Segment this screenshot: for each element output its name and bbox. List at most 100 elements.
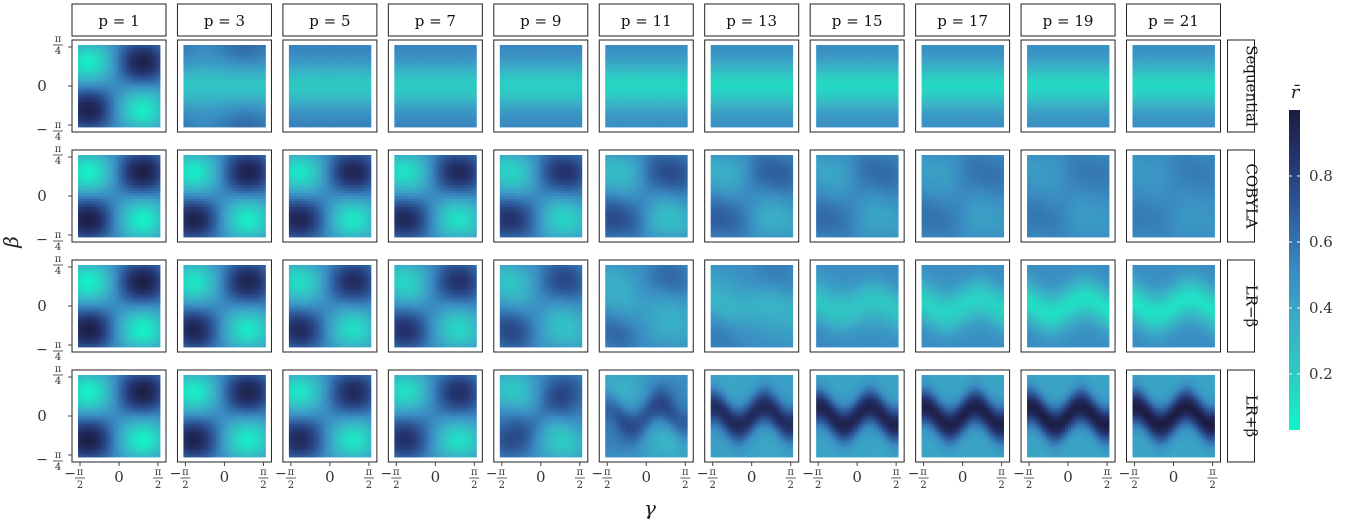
heatmap-cell [446,91,450,95]
heatmap-cell [349,66,353,70]
heatmap-cell [140,124,144,128]
heatmap-cell [359,53,364,57]
heatmap-cell [394,69,398,73]
heatmap-cell [321,69,325,73]
heatmap-cell [288,77,293,81]
heatmap-cell [551,80,555,84]
heatmap-cell [546,64,550,68]
heatmap-cell [470,58,475,62]
heatmap-cell [610,47,614,51]
heatmap-cell [108,113,112,117]
heatmap-cell [105,45,109,49]
heatmap-cell [299,107,303,111]
heatmap-cell [324,96,328,101]
heatmap-cell [576,61,580,65]
heatmap-cell [105,116,109,120]
heatmap-cell [202,113,206,117]
heatmap-cell [513,83,517,87]
heatmap-cell [332,105,336,109]
heatmap-cell [579,110,583,114]
heatmap-cell [218,121,223,125]
heatmap-cell [340,61,344,65]
heatmap-cell [429,110,434,114]
heatmap-cell [665,45,669,49]
heatmap-cell [199,94,203,98]
heatmap-cell [240,94,244,98]
heatmap-cell [129,99,134,103]
heatmap-cell [457,55,461,60]
heatmap-cell [343,50,347,54]
heatmap-cell [665,55,669,60]
heatmap-cell [402,64,406,68]
heatmap-cell [157,66,161,70]
heatmap-cell [316,53,320,57]
heatmap-cell [521,83,525,87]
heatmap-cell [121,61,125,65]
heatmap-cell [216,55,220,60]
heatmap-cell [508,91,512,95]
heatmap-cell [521,99,525,103]
heatmap-cell [432,118,436,122]
heatmap-cell [524,47,528,51]
heatmap-cell [399,124,403,128]
heatmap-cell [607,80,612,84]
heatmap-cell [679,77,683,81]
heatmap-cell [116,45,120,49]
heatmap-cell [416,66,420,70]
heatmap-cell [408,80,412,84]
heatmap-cell [499,55,503,60]
heatmap-cell [416,53,420,57]
heatmap-cell [305,75,309,79]
heatmap-cell [354,91,358,95]
heatmap-cell [568,124,572,128]
heatmap-cell [313,105,317,109]
heatmap-cell [251,61,255,65]
heatmap-cell [424,113,428,117]
heatmap-cell [605,77,609,81]
heatmap-cell [443,61,447,65]
heatmap-cell [549,124,553,128]
heatmap-cell [262,47,266,51]
heatmap-cell [362,47,366,51]
heatmap-cell [632,72,636,76]
heatmap-cell [362,83,366,87]
heatmap-cell [213,75,217,79]
heatmap-cell [362,102,366,106]
heatmap-cell [462,80,466,84]
heatmap-cell [535,110,539,114]
heatmap-cell [359,91,364,95]
heatmap-cell [410,88,414,92]
heatmap-cell [505,58,509,62]
heatmap-cell [86,124,90,128]
heatmap-cell [91,77,95,81]
heatmap-cell [299,69,303,73]
heatmap-cell [397,50,401,54]
heatmap-cell [540,61,544,65]
heatmap-cell [121,69,125,73]
heatmap-cell [549,47,553,51]
heatmap-cell [613,86,617,90]
heatmap-cell [249,64,253,68]
heatmap-cell [297,61,301,65]
heatmap-cell [654,83,658,87]
heatmap-cell [362,75,366,79]
heatmap-cell [543,94,547,98]
heatmap-cell [454,47,458,51]
heatmap-cell [465,64,469,68]
heatmap-cell [194,50,198,54]
heatmap-cell [257,121,261,125]
heatmap-cell [579,55,583,60]
heatmap-cell [127,94,131,98]
heatmap-cell [316,86,320,90]
heatmap-cell [99,124,103,128]
heatmap-cell [640,64,644,68]
heatmap-cell [551,61,555,65]
heatmap-cell [643,50,647,54]
heatmap-cell [259,94,264,98]
heatmap-cell [413,50,417,54]
heatmap-cell [679,47,683,51]
heatmap-cell [335,105,339,109]
heatmap-cell [508,77,512,81]
heatmap-cell [427,75,431,79]
heatmap-cell [99,99,103,103]
